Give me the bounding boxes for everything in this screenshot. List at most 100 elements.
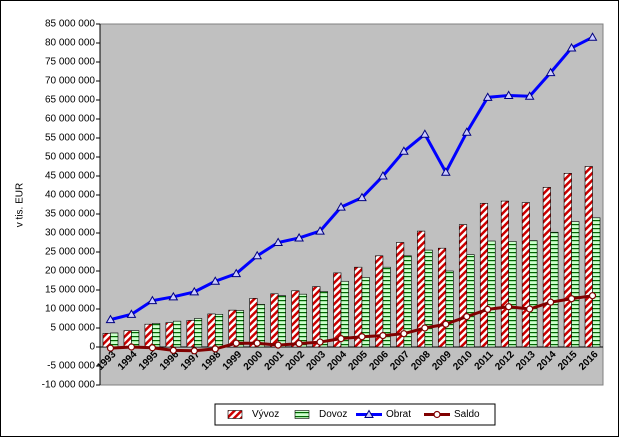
triangle-marker xyxy=(315,226,325,235)
circle-marker xyxy=(547,298,555,306)
circle-marker xyxy=(295,339,303,348)
circle-marker xyxy=(232,339,240,347)
triangle-marker xyxy=(168,291,179,301)
y-tick-label: 15 000 000 xyxy=(45,285,95,296)
circle-marker xyxy=(190,347,198,355)
bar xyxy=(312,286,321,348)
triangle-marker xyxy=(294,232,304,242)
y-tick-label: 35 000 000 xyxy=(45,209,95,220)
circle-marker xyxy=(484,305,492,313)
bar xyxy=(249,298,258,348)
y-tick-label: 0 xyxy=(89,342,95,353)
y-tick-label: 80 000 000 xyxy=(45,38,95,49)
legend-swatch xyxy=(294,410,310,419)
circle-marker xyxy=(442,320,450,328)
circle-marker xyxy=(337,335,345,343)
bar xyxy=(550,231,559,348)
y-tick-label: 40 000 000 xyxy=(45,190,95,201)
circle-marker xyxy=(400,330,408,338)
triangle-marker xyxy=(252,250,263,260)
y-tick-label: -5 000 000 xyxy=(47,361,95,372)
triangle-marker xyxy=(378,170,388,180)
legend-label: Dovoz xyxy=(319,409,347,420)
triangle-marker xyxy=(357,192,367,202)
triangle-marker xyxy=(210,276,221,285)
bar xyxy=(542,187,551,348)
bar xyxy=(466,254,475,348)
legend-label: Vývoz xyxy=(252,409,279,420)
circle-marker xyxy=(274,341,282,349)
bar xyxy=(445,270,454,348)
y-tick-label: 65 000 000 xyxy=(45,95,95,106)
bar xyxy=(194,318,203,348)
y-tick-label: 85 000 000 xyxy=(45,19,95,30)
triangle-marker xyxy=(587,32,598,41)
triangle-marker xyxy=(503,90,514,99)
bar xyxy=(173,320,182,348)
circle-marker xyxy=(211,345,219,353)
y-axis-title: v tis. EUR xyxy=(15,183,26,227)
circle-marker xyxy=(106,344,115,352)
bar xyxy=(458,224,468,348)
circle-marker xyxy=(505,303,513,311)
bar xyxy=(186,320,195,348)
bar xyxy=(487,240,496,348)
y-tick-label: 30 000 000 xyxy=(45,228,95,239)
bar xyxy=(382,266,391,348)
bar xyxy=(291,290,300,348)
circle-marker xyxy=(358,333,366,341)
legend-marker xyxy=(364,409,374,418)
circle-marker xyxy=(421,324,429,332)
triangle-marker xyxy=(419,129,430,138)
bar xyxy=(508,241,517,348)
circle-marker xyxy=(169,346,177,355)
bar xyxy=(340,280,349,348)
bar xyxy=(521,202,530,348)
bar xyxy=(277,295,286,348)
bar xyxy=(403,255,412,348)
triangle-marker xyxy=(147,295,158,305)
y-tick-label: 20 000 000 xyxy=(45,266,95,277)
triangle-marker xyxy=(545,67,556,77)
y-tick-label: 75 000 000 xyxy=(45,57,95,68)
bar xyxy=(165,322,174,348)
triangle-marker xyxy=(461,127,472,136)
line xyxy=(110,35,594,322)
bar xyxy=(214,314,224,348)
legend-label: Obrat xyxy=(386,409,411,420)
circle-marker xyxy=(127,343,136,351)
bar xyxy=(298,293,307,348)
circle-marker xyxy=(567,295,576,303)
legend-box xyxy=(214,403,496,426)
triangle-marker xyxy=(566,42,577,52)
bar xyxy=(424,249,433,348)
y-tick-label: 45 000 000 xyxy=(45,171,95,182)
bar xyxy=(438,247,447,348)
bar xyxy=(592,217,601,348)
bar xyxy=(319,291,328,348)
y-tick-label: 25 000 000 xyxy=(45,247,95,258)
legend-label: Saldo xyxy=(454,409,480,420)
bar xyxy=(500,200,509,348)
triangle-marker xyxy=(524,91,535,100)
circle-marker xyxy=(379,332,387,340)
triangle-marker xyxy=(231,268,242,278)
y-tick-label: 60 000 000 xyxy=(45,114,95,125)
bar xyxy=(152,323,161,348)
bar xyxy=(207,313,216,348)
bar xyxy=(529,240,538,348)
bar xyxy=(235,310,245,348)
bar xyxy=(571,221,580,348)
y-tick-label: -10 000 000 xyxy=(42,380,96,391)
circle-marker xyxy=(148,344,156,352)
y-tick-label: 50 000 000 xyxy=(45,152,95,163)
circle-marker xyxy=(588,292,597,300)
bar xyxy=(256,304,265,348)
circle-marker xyxy=(253,339,261,347)
triangle-marker xyxy=(482,92,493,101)
y-tick-label: 55 000 000 xyxy=(45,133,95,144)
y-tick-label: 5 000 000 xyxy=(51,323,96,334)
legend-marker xyxy=(433,410,441,419)
legend-swatch xyxy=(227,410,243,419)
